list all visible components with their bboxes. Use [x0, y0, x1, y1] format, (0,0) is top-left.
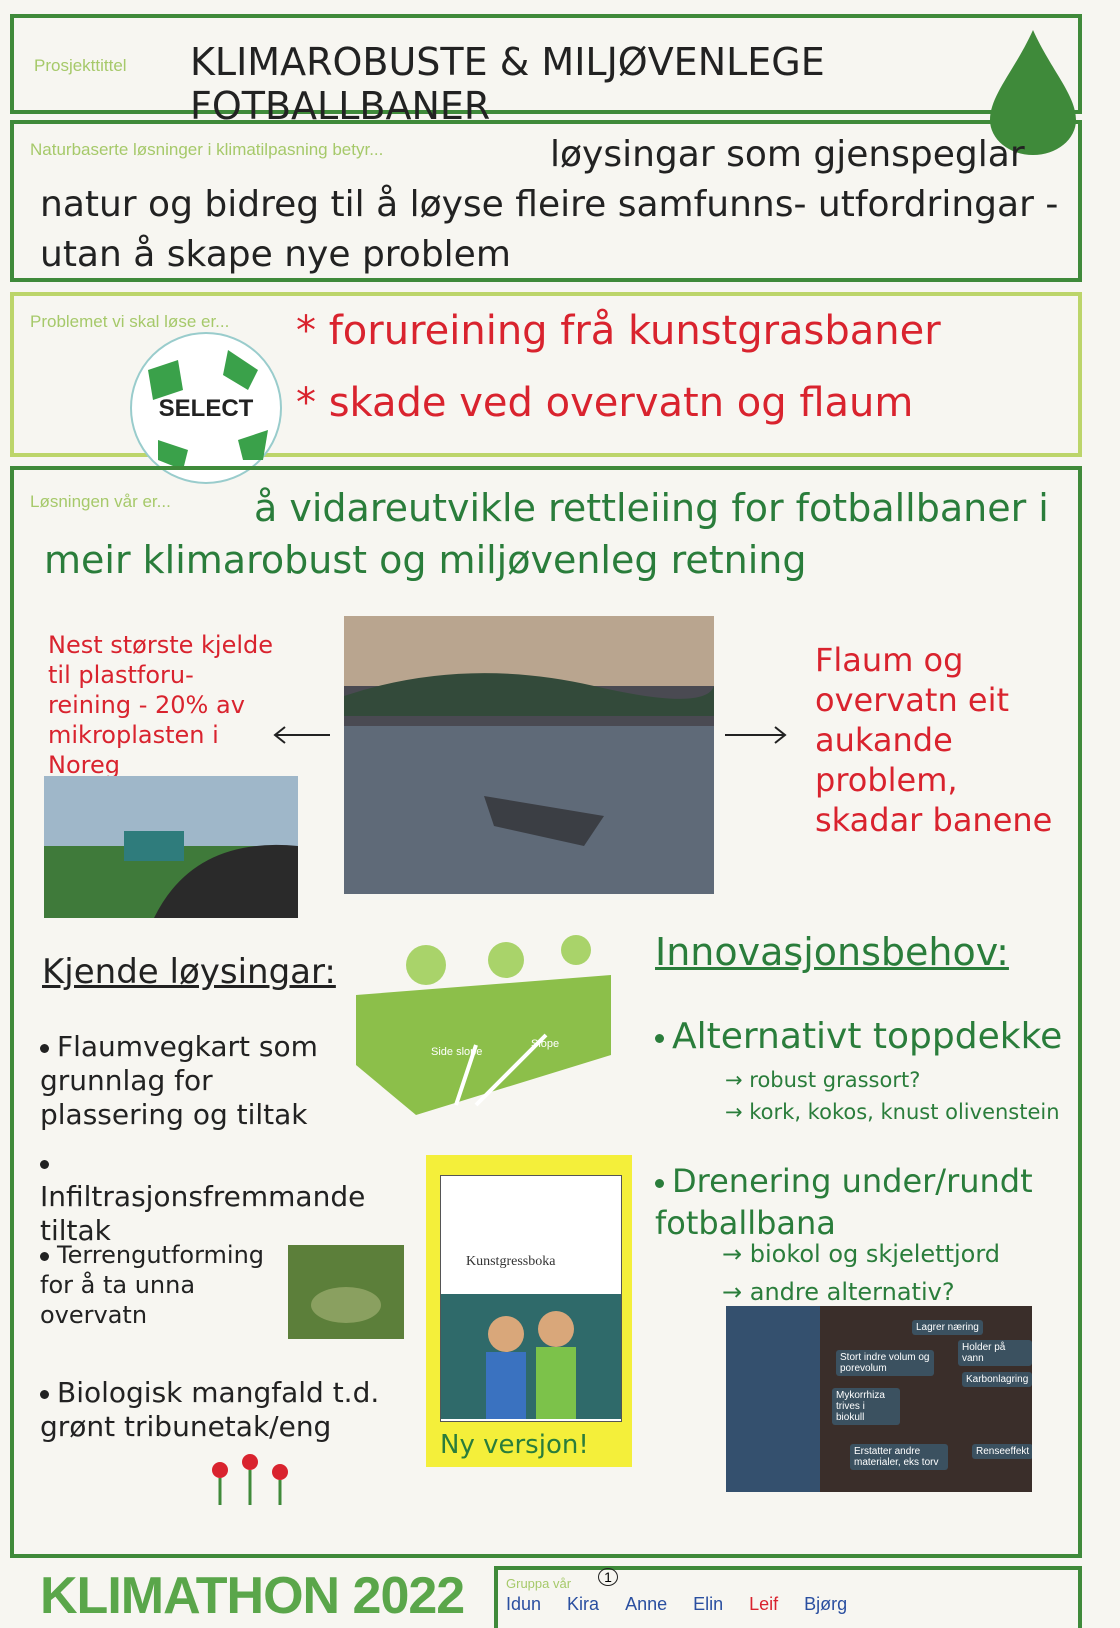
- known-title: Kjende løysingar:: [42, 952, 336, 992]
- known-item-text: Biologisk mangfald t.d. grønt tribunetak…: [40, 1376, 379, 1443]
- member: Bjørg: [804, 1594, 847, 1615]
- problem-label: Problemet vi skal løse er...: [30, 312, 229, 332]
- group-label: Gruppa vår: [506, 1576, 571, 1591]
- slope-label: Slope: [531, 1038, 559, 1050]
- member: Elin: [693, 1594, 723, 1615]
- known-item: Terrengutforming for å ta unna overvatn: [40, 1240, 280, 1330]
- flowers-drawing: [200, 1450, 310, 1510]
- member: Idun: [506, 1594, 541, 1615]
- header-label: Prosjekttittel: [34, 56, 127, 76]
- problem-item: * forureining frå kunstgrasbaner: [296, 308, 941, 354]
- football: SELECT: [128, 330, 284, 486]
- member: Kira: [567, 1594, 599, 1615]
- innovation-item-text: Alternativt toppdekke: [672, 1016, 1062, 1057]
- booklet: Kunstgressboka: [440, 1175, 622, 1422]
- biochar-photo: [726, 1306, 820, 1492]
- booklet-photo: [441, 1294, 621, 1419]
- bullet: [40, 1390, 49, 1399]
- known-item: Biologisk mangfald t.d. grønt tribunetak…: [40, 1376, 420, 1444]
- innovation-sub: → andre alternativ?: [722, 1278, 955, 1306]
- members: Idun Kira Anne Elin Leif Bjørg: [506, 1594, 847, 1615]
- biochar-label: Erstatter andre materialer, eks torv: [850, 1444, 948, 1470]
- innovation-sub: → robust grassort?: [725, 1068, 920, 1092]
- biochar-label: Holder på vann: [958, 1340, 1032, 1366]
- biochar-label: Mykorrhiza trives i biokull: [832, 1388, 900, 1425]
- innovation-sub: → kork, kokos, knust olivenstein: [725, 1100, 1060, 1124]
- group-number: 1: [598, 1568, 618, 1586]
- poster: Prosjekttittel KLIMAROBUSTE & MILJØVENLE…: [0, 0, 1120, 1628]
- booklet-caption: Ny versjon!: [440, 1430, 589, 1460]
- bullet: [40, 1252, 49, 1261]
- header-title: KLIMAROBUSTE & MILJØVENLEGE FOTBALLBANER: [190, 40, 1120, 128]
- bullet: [40, 1160, 49, 1169]
- bullet: [655, 1034, 664, 1043]
- member: Anne: [625, 1594, 667, 1615]
- biochar-label: Karbonlagring: [962, 1372, 1032, 1387]
- ball-brand: SELECT: [159, 395, 254, 422]
- garden-photo: [288, 1245, 404, 1339]
- innovation-item-text: Drenering under/rundt fotballbana: [655, 1162, 1033, 1242]
- innovation-item: Alternativt toppdekke: [655, 1016, 1062, 1057]
- slope-label: Side slope: [431, 1046, 482, 1058]
- footer-brand: KLIMATHON 2022: [40, 1566, 464, 1626]
- known-item: Infiltrasjonsfremmande tiltak: [40, 1146, 350, 1248]
- booklet-title: Kunstgressboka: [466, 1254, 555, 1270]
- known-item-text: Flaumvegkart som grunnlag for plassering…: [40, 1030, 318, 1131]
- known-item: Flaumvegkart som grunnlag for plassering…: [40, 1030, 350, 1132]
- biochar-label: Lagrer næring: [912, 1320, 983, 1335]
- innovation-title: Innovasjonsbehov:: [655, 930, 1009, 974]
- biochar-label: Stort indre volum og porevolum: [836, 1350, 934, 1376]
- note-right: Flaum og overvatn eit aukande problem, s…: [815, 640, 1075, 840]
- definition-text: løysingar som gjenspeglar natur og bidre…: [40, 130, 1070, 280]
- innovation-item: Drenering under/rundt fotballbana: [655, 1160, 1065, 1244]
- biochar-figure: Lagrer næring Stort indre volum og porev…: [726, 1306, 1032, 1492]
- note-left: Nest største kjelde til plastforu- reini…: [48, 630, 278, 780]
- problem-item: * skade ved overvatn og flaum: [296, 380, 913, 426]
- rubber-pile-photo: [44, 776, 298, 918]
- bullet: [40, 1044, 49, 1053]
- biochar-label: Renseeffekt: [972, 1444, 1032, 1459]
- solution-text: å vidareutvikle rettleiing for fotballba…: [44, 482, 1074, 586]
- innovation-sub: → biokol og skjelettjord: [722, 1240, 1000, 1268]
- known-item-text: Infiltrasjonsfremmande tiltak: [40, 1180, 365, 1247]
- member: Leif: [749, 1594, 778, 1615]
- bullet: [655, 1179, 664, 1188]
- slope-figure: Side slope Slope: [356, 935, 611, 1115]
- known-item-text: Terrengutforming for å ta unna overvatn: [40, 1241, 264, 1329]
- flooded-field-photo: [344, 616, 714, 894]
